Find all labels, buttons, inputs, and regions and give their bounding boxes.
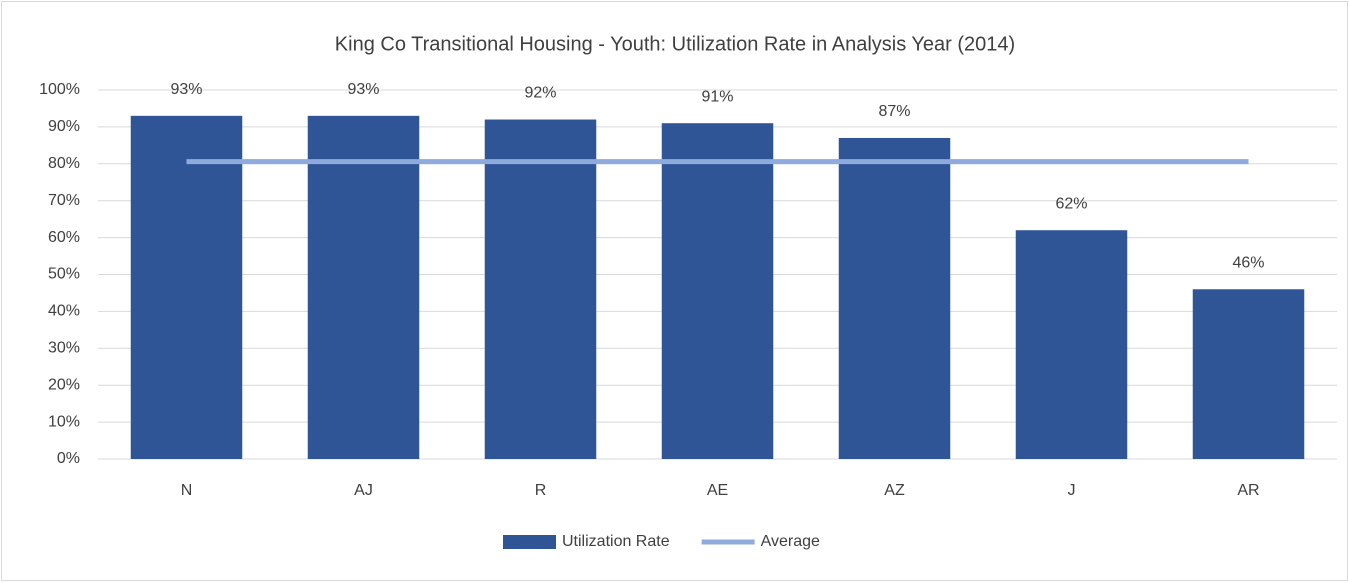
data-label: 92% [524, 85, 556, 102]
x-tick-label: AR [1237, 482, 1259, 499]
legend-label: Utilization Rate [562, 533, 670, 550]
chart-title: King Co Transitional Housing - Youth: Ut… [335, 33, 1015, 55]
x-tick-label: AJ [354, 482, 373, 499]
data-label: 93% [170, 81, 202, 98]
x-tick-label: R [535, 482, 547, 499]
bar [838, 137, 951, 459]
data-label: 87% [878, 103, 910, 120]
x-tick-label: AE [707, 482, 728, 499]
data-label: 93% [347, 81, 379, 98]
y-tick-label: 0% [57, 450, 80, 467]
bar [307, 115, 420, 459]
legend-label: Average [761, 533, 820, 550]
bar [130, 115, 243, 459]
legend-swatch [503, 535, 556, 549]
bar [661, 123, 774, 460]
x-tick-label: J [1068, 482, 1076, 499]
x-tick-label: N [181, 482, 193, 499]
data-label: 62% [1055, 195, 1087, 212]
y-tick-label: 80% [48, 155, 80, 172]
y-tick-label: 100% [39, 81, 80, 98]
bar [1015, 230, 1128, 459]
bar [484, 119, 597, 460]
y-tick-label: 30% [48, 340, 80, 357]
x-tick-label: AZ [884, 482, 905, 499]
y-tick-label: 10% [48, 413, 80, 430]
y-tick-label: 40% [48, 303, 80, 320]
bar [1192, 289, 1305, 459]
y-tick-label: 70% [48, 192, 80, 209]
y-tick-label: 60% [48, 229, 80, 246]
data-label: 91% [701, 88, 733, 105]
y-tick-label: 20% [48, 376, 80, 393]
data-label: 46% [1232, 254, 1264, 271]
y-tick-label: 50% [48, 266, 80, 283]
y-tick-label: 90% [48, 118, 80, 135]
